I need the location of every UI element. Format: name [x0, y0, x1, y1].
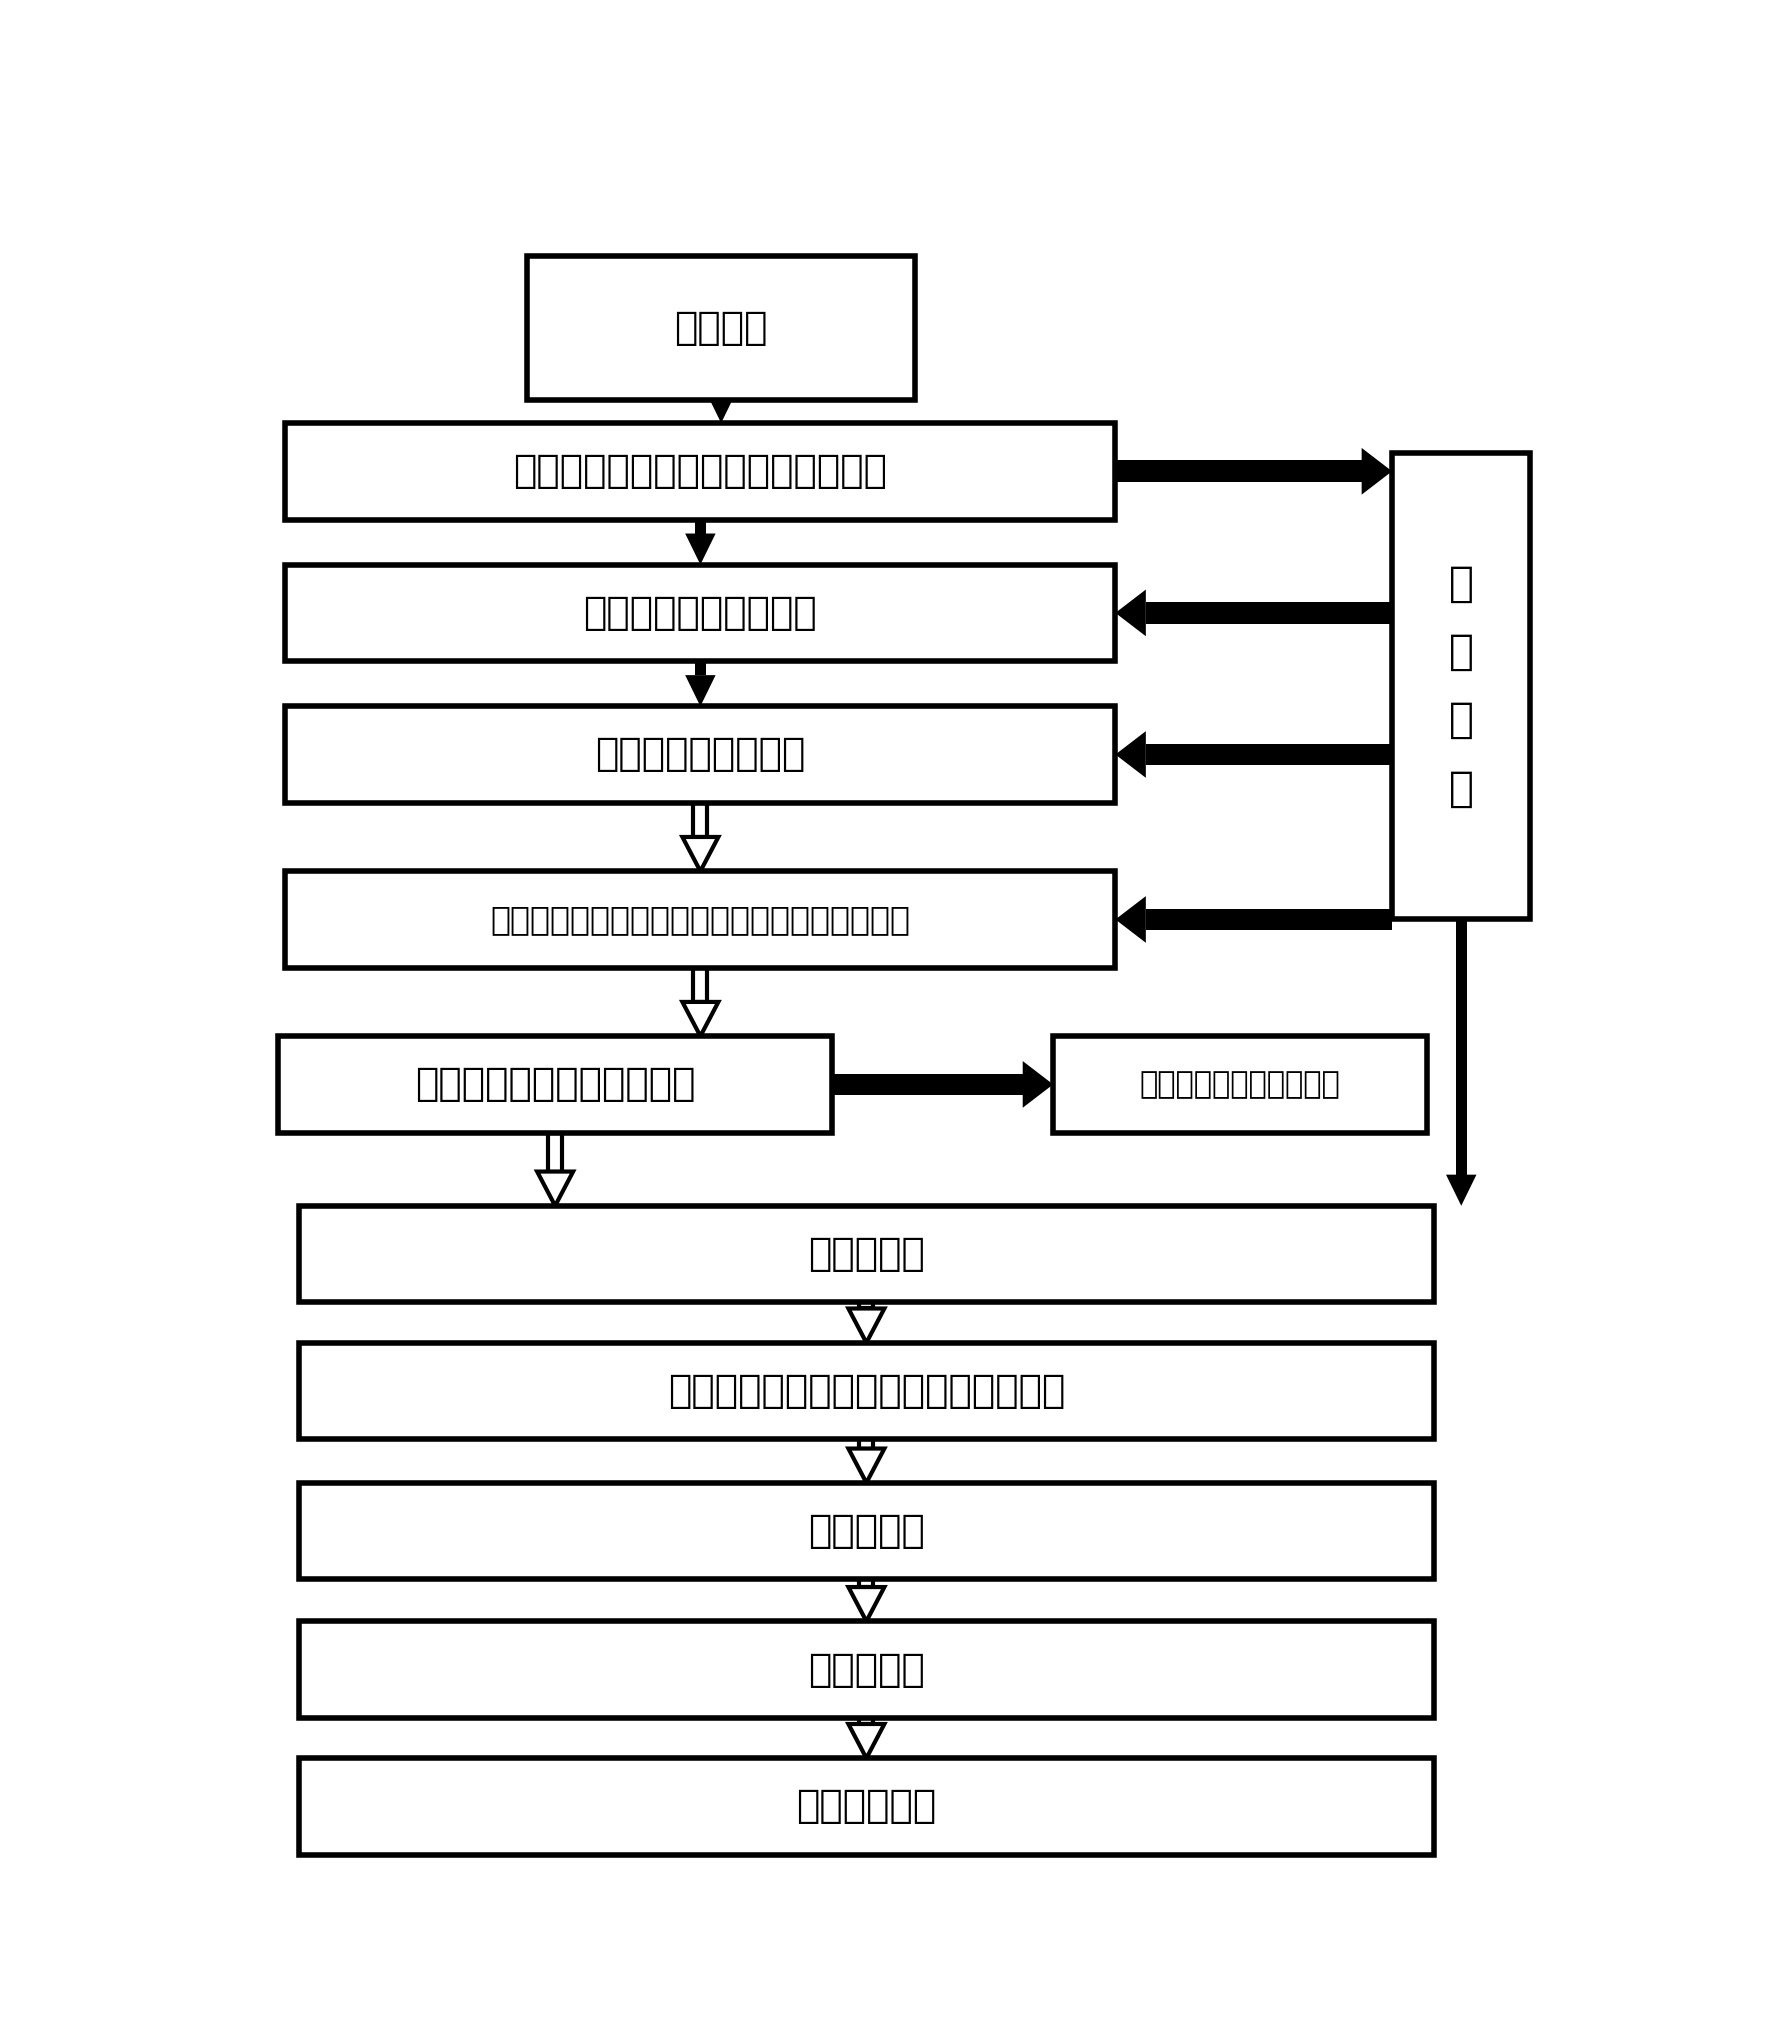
Text: 启动蒸汽开关阀和清洗机横向伸缩马达清洗开始: 启动蒸汽开关阀和清洗机横向伸缩马达清洗开始 — [491, 903, 910, 936]
Polygon shape — [1362, 449, 1392, 495]
FancyBboxPatch shape — [300, 1342, 1433, 1439]
Polygon shape — [1116, 732, 1146, 778]
Polygon shape — [848, 1586, 884, 1621]
Bar — [694, 661, 705, 675]
Polygon shape — [1116, 895, 1146, 942]
Polygon shape — [685, 534, 716, 564]
Bar — [548, 1132, 562, 1172]
Text: 检测清洗质量: 检测清洗质量 — [796, 1787, 937, 1825]
Text: 清洗机对位、罐口密封: 清洗机对位、罐口密封 — [584, 594, 818, 633]
Bar — [693, 968, 707, 1002]
Polygon shape — [682, 837, 718, 871]
Bar — [693, 802, 707, 837]
Polygon shape — [1023, 1061, 1053, 1108]
Polygon shape — [682, 1002, 718, 1037]
Bar — [1146, 602, 1392, 624]
Text: 清洗机复位: 清洗机复位 — [809, 1235, 925, 1273]
FancyBboxPatch shape — [286, 422, 1116, 519]
FancyBboxPatch shape — [300, 1758, 1433, 1855]
Bar — [1457, 920, 1467, 1174]
Text: 鼓热风烘干: 鼓热风烘干 — [809, 1651, 925, 1688]
Text: 识别罐车型号、介质，输入控制系统: 识别罐车型号、介质，输入控制系统 — [514, 453, 887, 491]
FancyBboxPatch shape — [300, 1621, 1433, 1718]
FancyBboxPatch shape — [300, 1207, 1433, 1302]
Text: 启动鼓风机，罐车通风换气，冷却罐车: 启动鼓风机，罐车通风换气，冷却罐车 — [668, 1372, 1066, 1411]
FancyBboxPatch shape — [1053, 1037, 1426, 1132]
Text: 启动废气和废水处理系统: 启动废气和废水处理系统 — [1139, 1069, 1341, 1099]
Polygon shape — [848, 1724, 884, 1758]
Bar — [860, 1302, 873, 1308]
Bar — [1146, 909, 1392, 930]
Bar — [694, 519, 705, 534]
Polygon shape — [1116, 590, 1146, 637]
FancyBboxPatch shape — [286, 564, 1116, 661]
Polygon shape — [685, 675, 716, 705]
Bar — [860, 1718, 873, 1724]
Text: 控
制
系
统: 控 制 系 统 — [1449, 562, 1474, 810]
Bar — [1116, 461, 1362, 483]
Polygon shape — [848, 1449, 884, 1483]
Polygon shape — [537, 1172, 573, 1207]
FancyBboxPatch shape — [286, 705, 1116, 802]
Polygon shape — [705, 392, 737, 422]
FancyBboxPatch shape — [528, 257, 916, 400]
Text: 启动真空系统抽废气、废水: 启动真空系统抽废气、废水 — [414, 1065, 696, 1103]
Text: 启动真空系统抽残料: 启动真空系统抽残料 — [594, 736, 805, 774]
Text: 罐车对位: 罐车对位 — [675, 309, 768, 348]
FancyBboxPatch shape — [1392, 453, 1530, 920]
Polygon shape — [1446, 1174, 1476, 1207]
Polygon shape — [848, 1308, 884, 1342]
FancyBboxPatch shape — [300, 1483, 1433, 1578]
FancyBboxPatch shape — [278, 1037, 832, 1132]
Bar — [860, 1439, 873, 1449]
Bar — [832, 1073, 1023, 1095]
Bar — [1146, 744, 1392, 766]
FancyBboxPatch shape — [286, 871, 1116, 968]
Text: 清除残留物: 清除残留物 — [809, 1512, 925, 1550]
Bar — [860, 1578, 873, 1586]
